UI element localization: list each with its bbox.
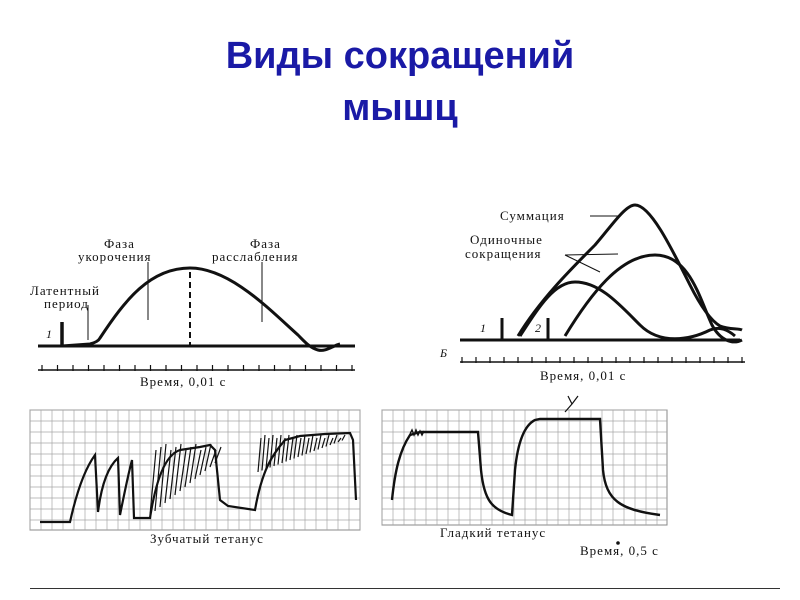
latent-period-label-1: Латентный <box>30 283 100 298</box>
single-contractions-label-2: сокращения <box>465 246 542 261</box>
title-line-2: мышц <box>342 87 458 129</box>
dentate-tetanus-caption: Зубчатый тетанус <box>150 531 264 546</box>
summation-curve <box>516 203 743 337</box>
stimulus-1-label: 1 <box>480 321 486 335</box>
latent-period-label-2: период <box>44 296 89 311</box>
single-leader-1 <box>564 254 601 273</box>
time-scale-a <box>38 365 355 371</box>
time-axis-label-c: Время, 0,5 с <box>580 543 659 558</box>
single-contraction-2 <box>563 253 743 344</box>
stimulus-label: 1 <box>46 327 52 341</box>
single-leader-2 <box>564 253 619 256</box>
summation-label: Суммация <box>500 208 565 223</box>
time-axis-label-a: Время, 0,01 с <box>140 374 226 389</box>
smooth-tetanus-onset-ripples <box>409 428 425 437</box>
time-mark-dot <box>616 541 620 545</box>
recording-grid-right <box>381 409 668 526</box>
stimulus-2-label: 2 <box>535 321 541 335</box>
smooth-tetanus-marker <box>564 395 579 413</box>
dentate-tetanus-trace <box>40 431 358 524</box>
dentate-tetanus-ripples <box>149 434 346 516</box>
phase-shortening-label-2: укорочения <box>78 249 152 264</box>
bottom-rule <box>30 588 780 589</box>
title-line-1: Виды сокращений <box>225 35 575 77</box>
contraction-curve <box>61 266 341 352</box>
single-contractions-label-1: Одиночные <box>470 232 543 247</box>
slide-title: Виды сокращений мышц <box>0 30 800 134</box>
recording-grid-left <box>29 409 361 531</box>
smooth-tetanus-trace <box>390 417 661 517</box>
time-scale-b <box>460 357 745 363</box>
smooth-tetanus-caption: Гладкий тетанус <box>440 525 546 540</box>
phase-relaxation-label-1: Фаза <box>250 236 281 251</box>
panel-letter-b: Б <box>439 346 447 360</box>
time-axis-label-b: Время, 0,01 с <box>540 368 626 383</box>
phase-shortening-label-1: Фаза <box>104 236 135 251</box>
phase-relaxation-label-2: расслабления <box>212 249 299 264</box>
